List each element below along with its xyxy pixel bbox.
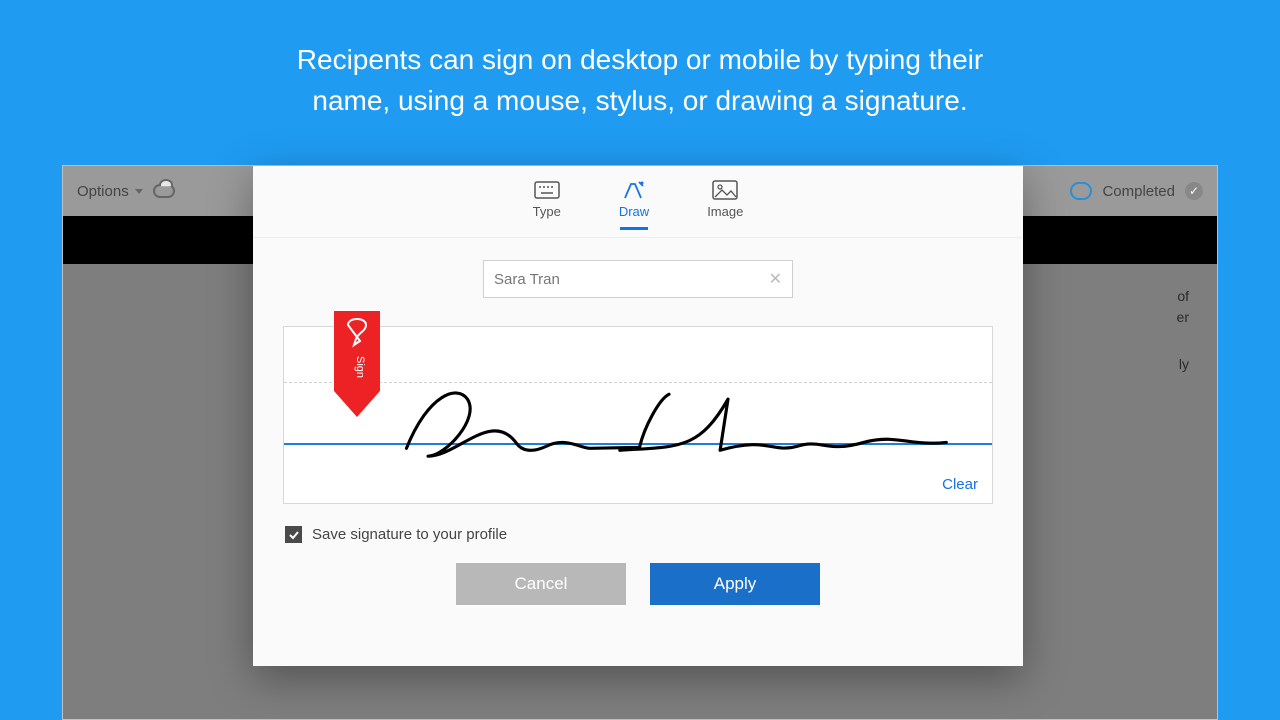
options-menu[interactable]: Options [77,183,143,200]
cancel-button[interactable]: Cancel [456,563,626,605]
headline-line1: Recipents can sign on desktop or mobile … [0,40,1280,81]
image-icon [712,180,738,200]
signature-tabs: Type Draw Image [253,166,1023,238]
modal-buttons: Cancel Apply [253,563,1023,605]
signature-path [406,393,946,456]
save-signature-row: Save signature to your profile [285,526,991,543]
comment-icon[interactable] [1070,182,1092,200]
tab-draw-label: Draw [619,204,649,219]
clear-name-icon[interactable]: ✕ [769,269,782,289]
headline-line2: name, using a mouse, stylus, or drawing … [0,81,1280,122]
svg-text:Sign: Sign [354,356,366,378]
signature-stroke [374,339,964,479]
tab-image-label: Image [707,204,743,219]
topbar-right: Completed ✓ [1070,182,1203,200]
signature-modal: Type Draw Image Sara Tran ✕ [253,166,1023,666]
app-window: Options Completed ✓ of er ly Type [62,165,1218,720]
cloud-icon[interactable] [153,184,175,198]
chevron-down-icon [135,189,143,194]
clear-signature-link[interactable]: Clear [942,476,978,493]
apply-button[interactable]: Apply [650,563,820,605]
headline: Recipents can sign on desktop or mobile … [0,0,1280,121]
name-row: Sara Tran ✕ [253,260,1023,298]
keyboard-icon [534,180,560,200]
tab-type[interactable]: Type [527,176,567,237]
tab-draw[interactable]: Draw [613,176,655,237]
topbar-left: Options [77,183,175,200]
check-icon [288,529,300,541]
signature-canvas[interactable]: Sign Clear [283,326,993,504]
completed-check-icon: ✓ [1185,182,1203,200]
tab-image[interactable]: Image [701,176,749,237]
page-background: Recipents can sign on desktop or mobile … [0,0,1280,720]
completed-label: Completed [1102,183,1175,200]
name-value: Sara Tran [494,271,560,288]
tab-type-label: Type [533,204,561,219]
save-signature-label: Save signature to your profile [312,526,507,543]
name-input[interactable]: Sara Tran ✕ [483,260,793,298]
save-signature-checkbox[interactable] [285,526,302,543]
pen-icon [621,180,647,200]
